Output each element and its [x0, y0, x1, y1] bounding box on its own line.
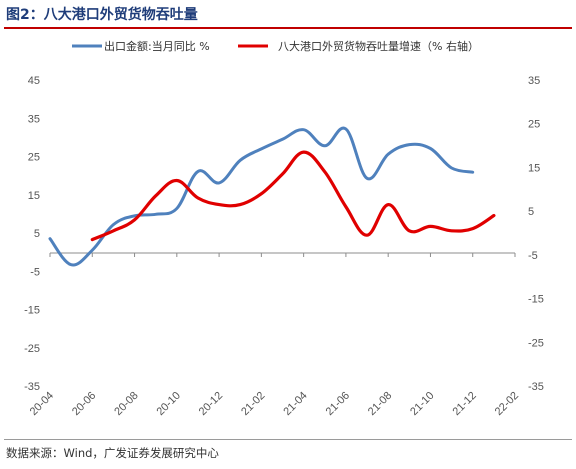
x-tick-label: 20-12 — [197, 390, 225, 418]
x-tick-label: 20-04 — [28, 390, 56, 418]
right-y-tick-label: -5 — [528, 250, 538, 262]
right-y-tick-label: 35 — [528, 75, 540, 87]
x-tick-label: 21-12 — [450, 390, 478, 418]
source-divider — [4, 439, 572, 440]
x-tick-label: 20-10 — [155, 390, 183, 418]
left-y-tick-label: -15 — [24, 305, 40, 317]
left-y-tick-label: -25 — [24, 343, 40, 355]
x-tick-label: 21-02 — [239, 390, 267, 418]
source-note: 数据来源：Wind，广发证券发展研究中心 — [6, 445, 219, 461]
left-y-tick-label: -5 — [30, 266, 40, 278]
series-line-export — [50, 128, 473, 265]
left-y-tick-label: 5 — [34, 228, 40, 240]
legend-label: 出口金额:当月同比 % — [104, 39, 210, 53]
x-tick-label: 21-08 — [366, 390, 394, 418]
series-line-port-throughput — [92, 152, 494, 240]
x-tick-label: 21-06 — [324, 390, 352, 418]
right-y-tick-label: 25 — [528, 119, 540, 131]
left-y-tick-label: 25 — [28, 152, 40, 164]
left-y-tick-label: 35 — [28, 113, 40, 125]
left-y-tick-label: 15 — [28, 190, 40, 202]
left-y-tick-label: -35 — [24, 381, 40, 393]
legend-label: 八大港口外贸货物吞吐量增速（% 右轴） — [278, 39, 479, 53]
right-y-tick-label: -25 — [528, 337, 544, 349]
right-y-tick-label: 5 — [528, 206, 534, 218]
left-y-tick-label: 45 — [28, 75, 40, 87]
x-tick-label: 21-10 — [408, 390, 436, 418]
x-tick-label: 21-04 — [281, 390, 309, 418]
right-y-tick-label: -15 — [528, 294, 544, 306]
right-y-tick-label: -35 — [528, 381, 544, 393]
x-tick-label: 22-02 — [493, 390, 521, 418]
x-tick-label: 20-08 — [112, 390, 140, 418]
x-tick-label: 20-06 — [70, 390, 98, 418]
right-y-tick-label: 15 — [528, 162, 540, 174]
